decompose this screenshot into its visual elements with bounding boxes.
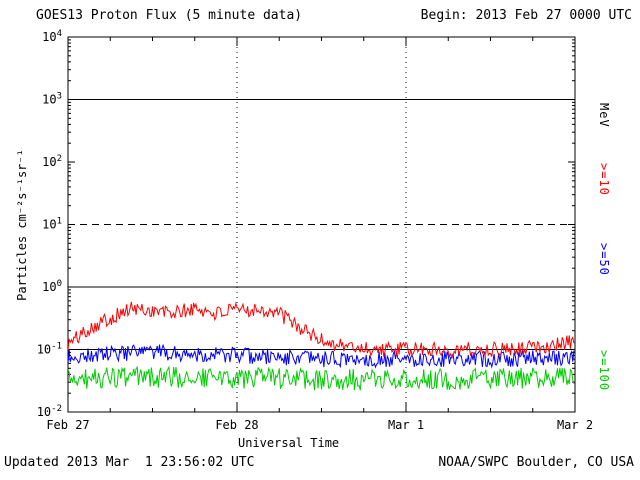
- flux-series-100MeV: [68, 365, 575, 391]
- right-axis-label-50: >=50: [597, 243, 611, 276]
- x-tick-label: Feb 27: [46, 418, 89, 432]
- x-tick-label: Mar 1: [388, 418, 424, 432]
- svg-text:102: 102: [42, 154, 62, 169]
- chart-title: GOES13 Proton Flux (5 minute data): [36, 8, 303, 23]
- flux-series-50MeV: [68, 343, 575, 369]
- right-axis-label-MeV: MeV: [597, 103, 611, 128]
- x-tick-label: Feb 28: [215, 418, 258, 432]
- svg-text:10-2: 10-2: [37, 404, 62, 419]
- right-axis-label-10: >=10: [597, 163, 611, 196]
- credit-text: NOAA/SWPC Boulder, CO USA: [438, 455, 634, 470]
- right-axis-label-100: >=100: [597, 350, 611, 392]
- x-tick-label: Mar 2: [557, 418, 593, 432]
- begin-timestamp: Begin: 2013 Feb 27 0000 UTC: [420, 8, 632, 23]
- flux-series-10MeV: [68, 301, 575, 359]
- svg-text:104: 104: [42, 29, 62, 44]
- svg-text:103: 103: [42, 92, 62, 107]
- svg-text:101: 101: [42, 217, 62, 232]
- x-axis-label: Universal Time: [238, 436, 340, 450]
- updated-timestamp: Updated 2013 Mar 1 23:56:02 UTC: [4, 455, 255, 470]
- svg-text:100: 100: [42, 279, 62, 294]
- svg-text:10-1: 10-1: [37, 342, 62, 357]
- y-axis-label: Particles cm⁻²s⁻¹sr⁻¹: [15, 149, 29, 301]
